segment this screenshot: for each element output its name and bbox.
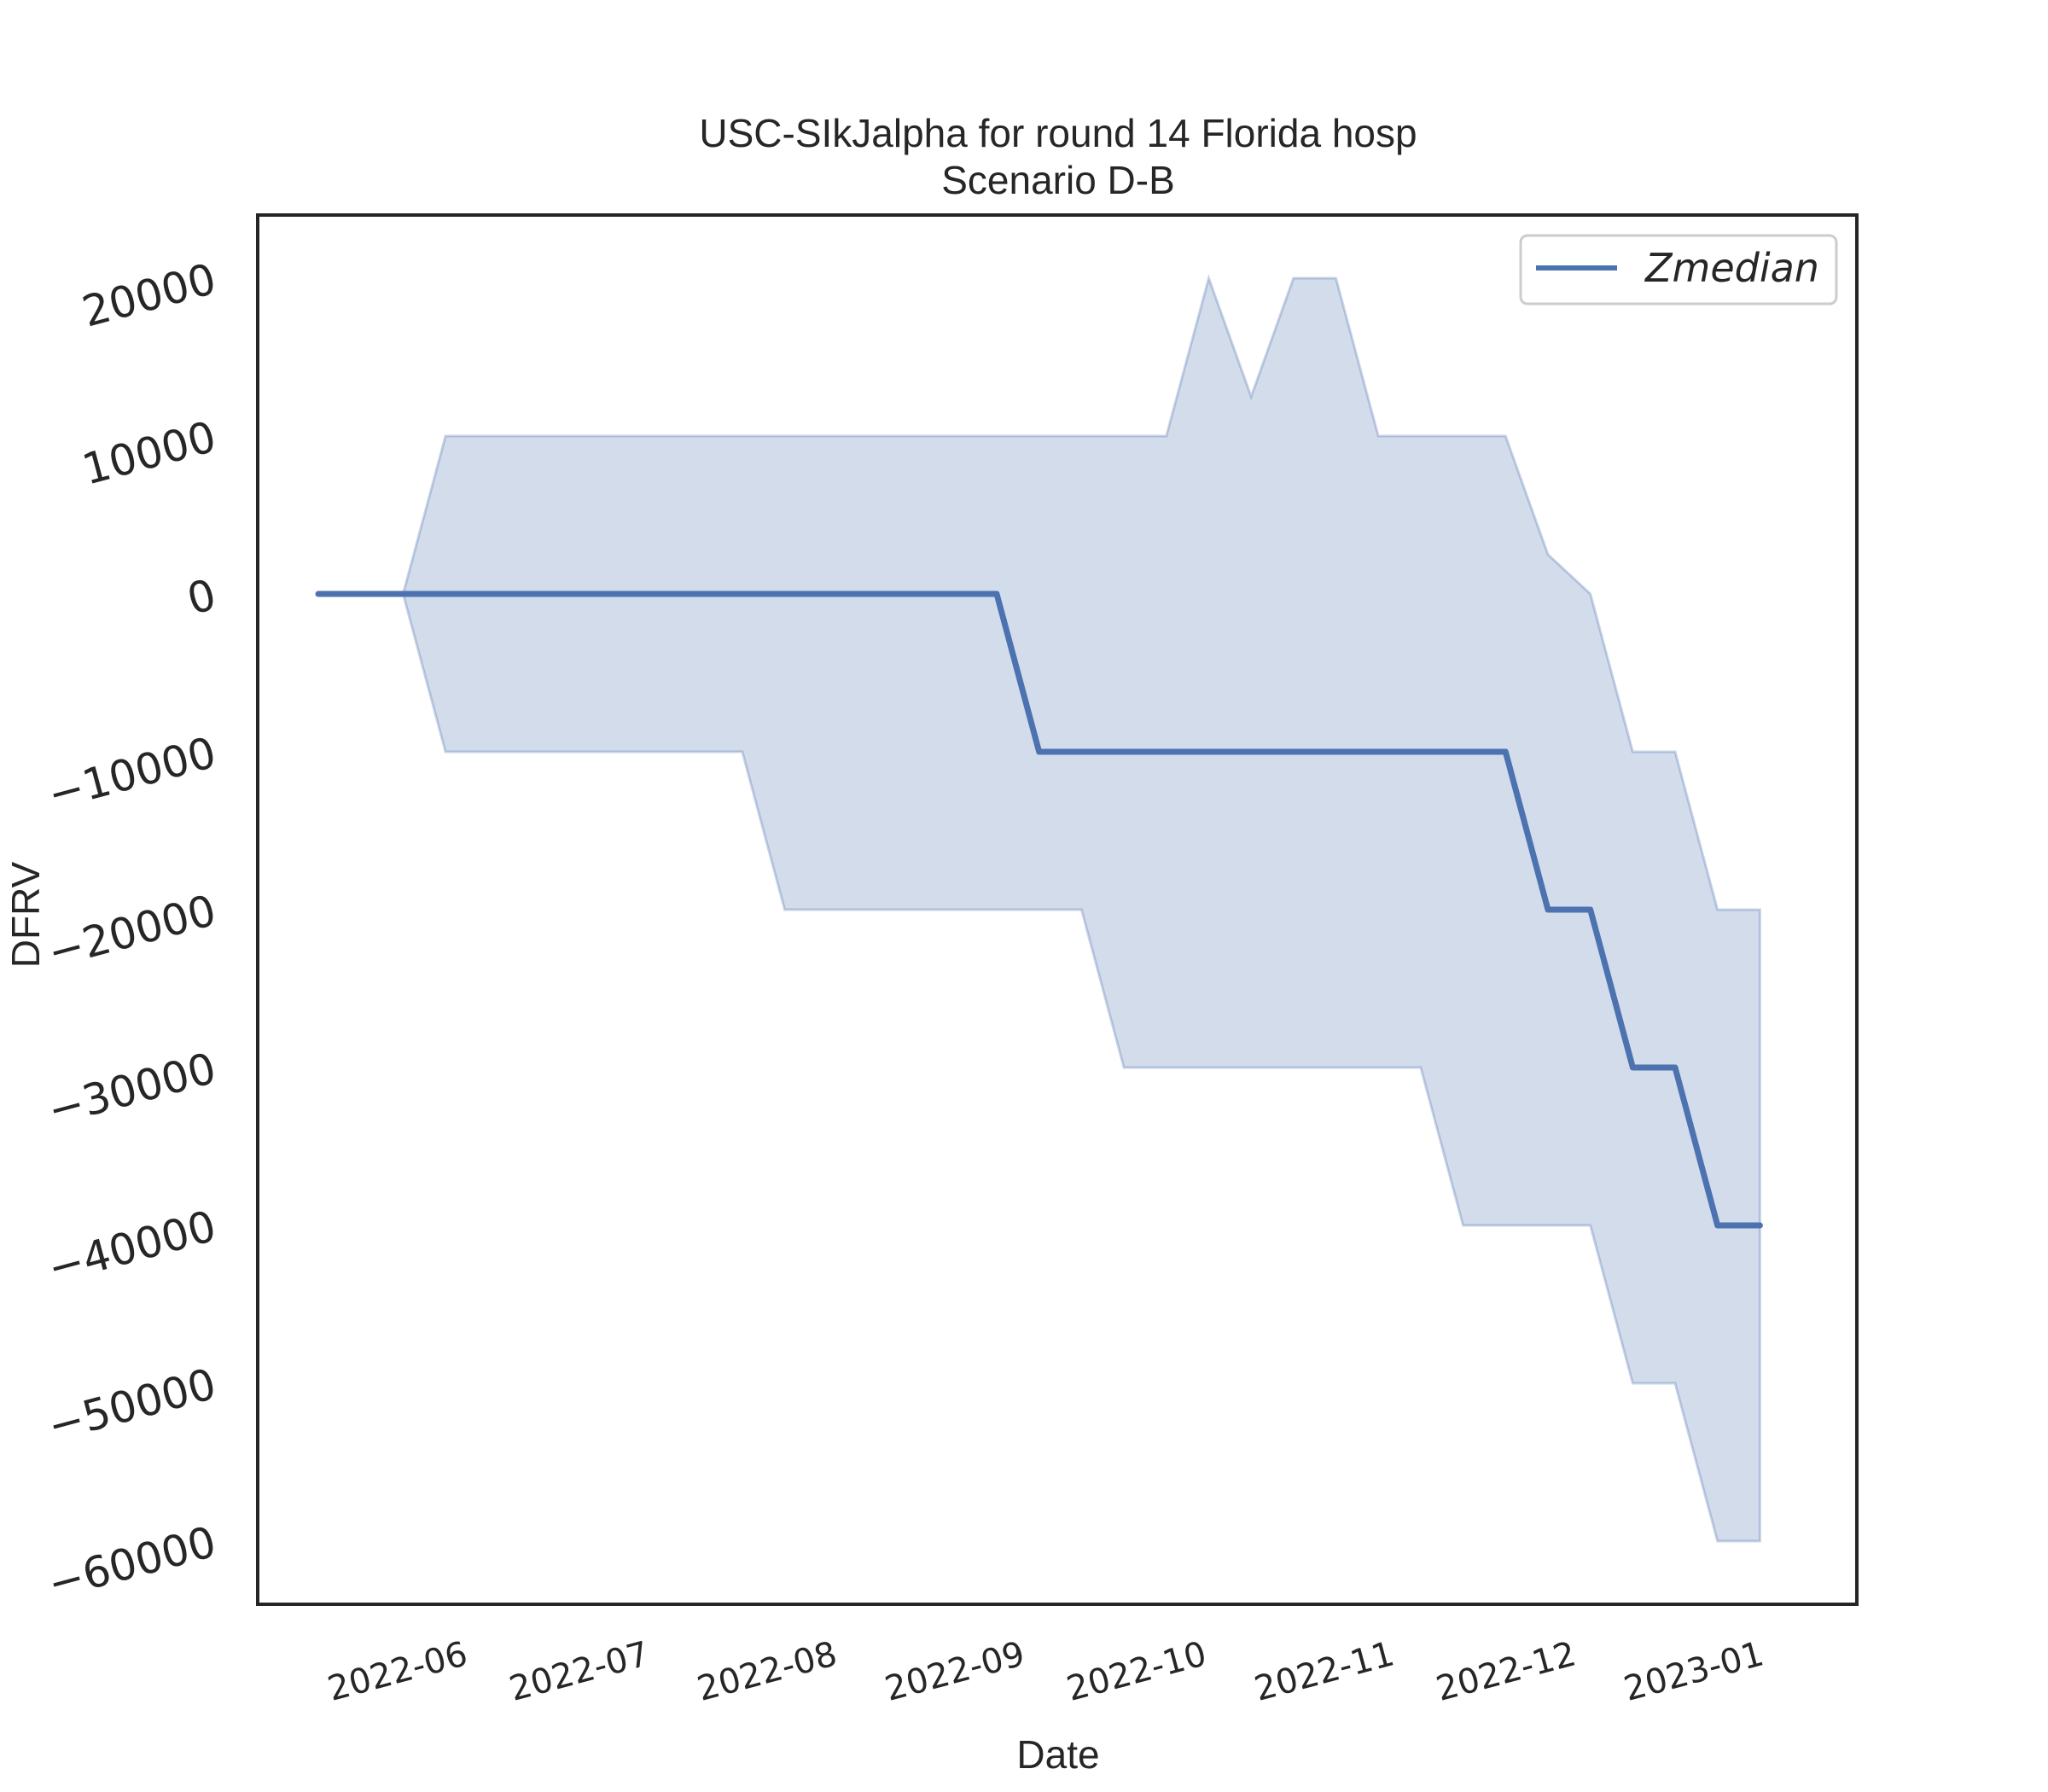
y-tick-label: −10000 [43,728,221,820]
legend: Zmedian [1519,234,1838,305]
chart-title: USC-SIkJalpha for round 14 Florida hosp [699,111,1417,155]
y-axis-ticks: 20000 10000 0 −10000 −20000 −30000 −40000 −5000… [43,254,221,1609]
x-tick-label: 2022-09 [881,1634,1028,1709]
y-tick-label: −50000 [43,1359,221,1452]
legend-label-zmedian: Zmedian [1644,245,1819,291]
y-tick-label: 10000 [77,412,221,495]
x-tick-label: 2022-06 [323,1634,471,1709]
y-tick-label: −60000 [43,1517,221,1609]
y-tick-label: −40000 [43,1201,221,1294]
chart-subtitle: Scenario D-B [941,158,1175,202]
plot-frame [256,213,1859,1606]
x-tick-label: 2022-08 [693,1634,841,1709]
x-tick-label: 2022-07 [505,1634,653,1709]
y-tick-label: 0 [182,570,221,625]
y-axis-label: DFRV [3,861,48,968]
plot-area [256,213,1859,1606]
y-tick-label: −20000 [43,886,221,978]
x-tick-label: 2022-12 [1432,1634,1580,1709]
x-axis-label: Date [1016,1732,1099,1777]
legend-box [1519,234,1838,305]
x-axis-ticks: 2022-06 2022-07 2022-08 2022-09 2022-10 2022-… [323,1634,1767,1709]
y-tick-label: 20000 [77,254,221,337]
series-line-zmedian [315,591,1763,1229]
y-tick-label: −30000 [43,1044,221,1136]
x-tick-label: 2023-01 [1620,1634,1767,1709]
x-tick-label: 2022-11 [1250,1634,1398,1709]
x-tick-label: 2022-10 [1062,1634,1210,1709]
